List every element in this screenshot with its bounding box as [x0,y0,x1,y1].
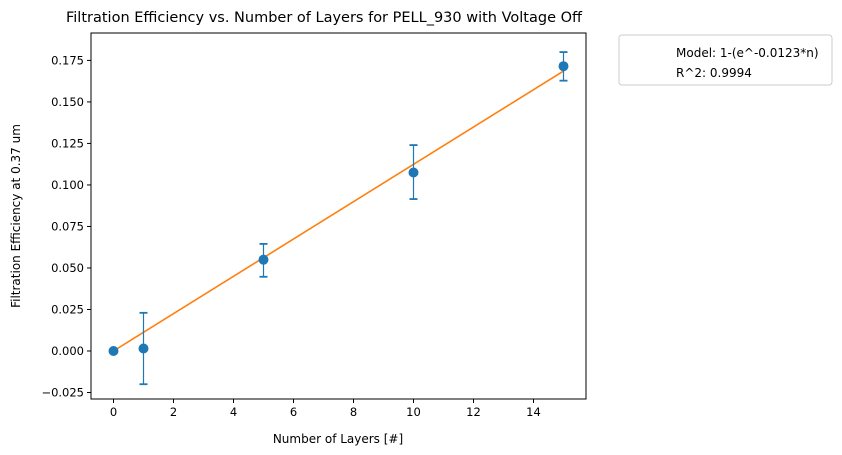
data-point [558,61,569,72]
y-tick-label: 0.100 [51,178,84,192]
y-tick-label: 0.075 [51,219,84,233]
x-tick-label: 14 [526,405,541,419]
chart-title: Filtration Efficiency vs. Number of Laye… [66,10,583,26]
y-tick-label: 0.050 [51,261,84,275]
x-tick-label: 10 [406,405,421,419]
x-tick-label: 4 [230,405,237,419]
legend: Model: 1-(e^-0.0123*n) R^2: 0.9994 [618,34,833,86]
plot-series [108,51,569,386]
x-tick-label: 2 [170,405,177,419]
y-tick-label: −0.025 [41,386,84,400]
y-axis-label: Filtration Efficiency at 0.37 um [9,124,23,308]
y-tick-label: 0.125 [51,136,84,150]
x-axis-label: Number of Layers [#] [273,432,403,446]
y-tick-label: 0.150 [51,95,84,109]
legend-box [618,34,833,86]
x-tick-label: 0 [110,405,117,419]
y-tick-label: 0.025 [51,302,84,316]
legend-entry-r2: R^2: 0.9994 [676,66,752,80]
data-point [258,254,269,265]
data-point [138,343,149,354]
y-tick-label: 0.175 [51,53,84,67]
data-point [108,346,119,357]
data-point [408,167,419,178]
plot-area [90,32,587,400]
fit-line [113,70,564,352]
y-tick-label: 0.000 [51,344,84,358]
x-tick-label: 6 [290,405,297,419]
x-tick-label: 8 [350,405,357,419]
legend-entry-model: Model: 1-(e^-0.0123*n) [676,46,819,60]
y-axis-ticks: −0.025 0.000 0.025 0.050 0.075 0.100 0.125 0.15… [41,53,91,400]
x-axis-ticks: 0 2 4 6 8 10 12 14 [110,399,541,419]
x-tick-label: 12 [466,405,481,419]
